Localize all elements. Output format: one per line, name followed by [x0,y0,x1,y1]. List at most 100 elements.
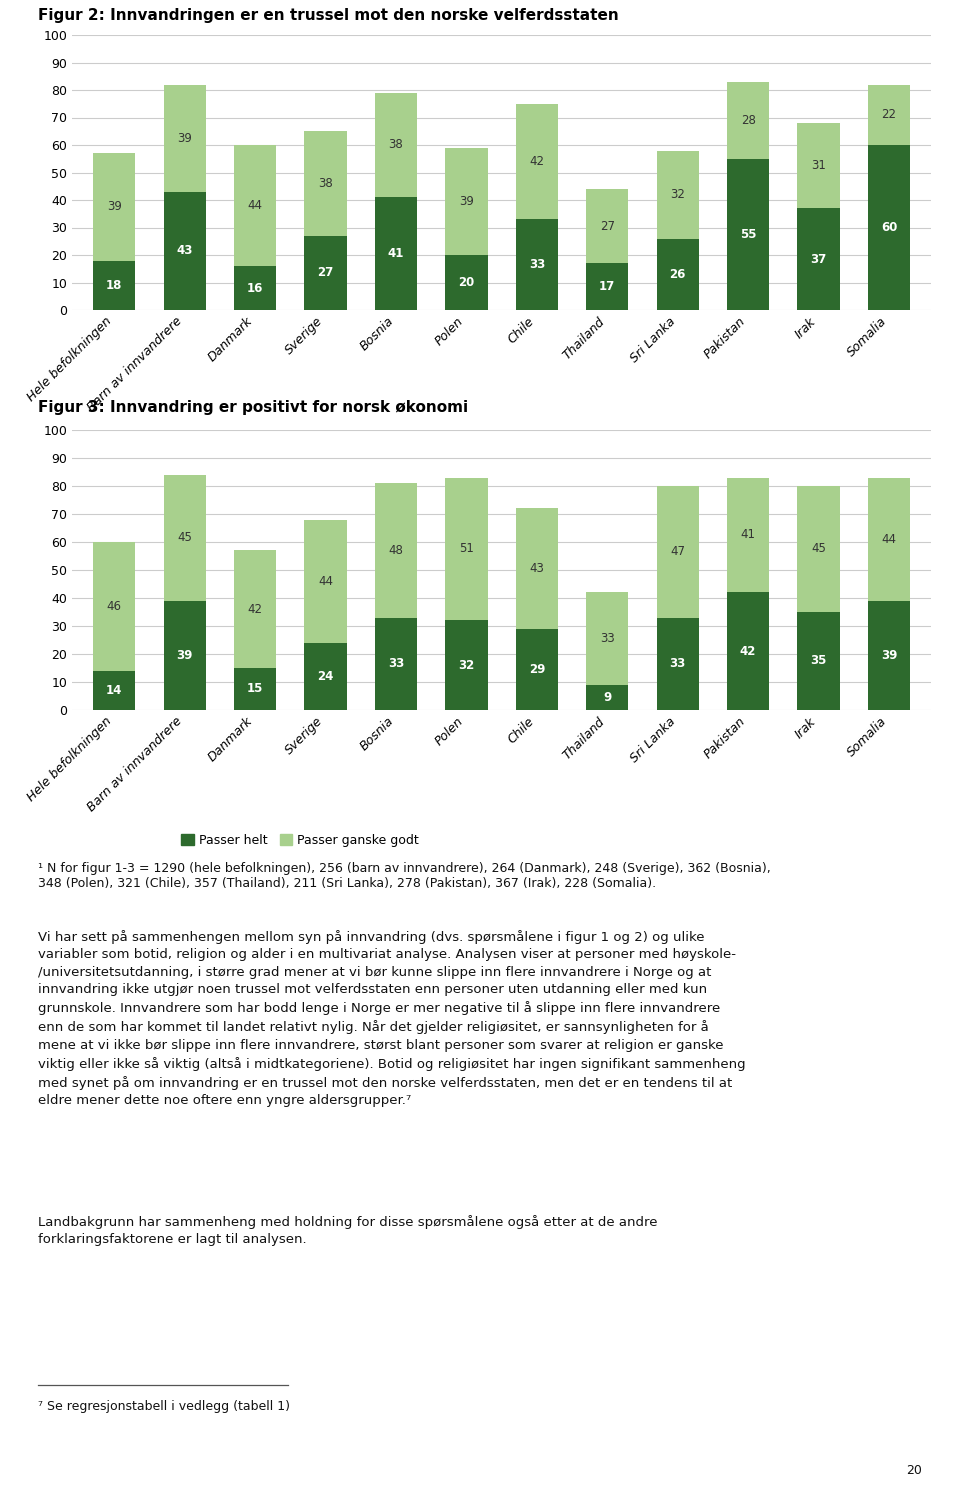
Bar [587,592,629,685]
Text: 33: 33 [388,658,404,670]
Text: 37: 37 [810,253,827,266]
Bar [374,617,417,710]
Text: 39: 39 [459,194,474,208]
Bar [727,477,769,592]
Text: 43: 43 [529,562,544,576]
Bar [657,617,699,710]
Text: 39: 39 [107,200,122,214]
Bar [868,85,910,145]
Text: 44: 44 [318,574,333,588]
Text: ⁷ Se regresjonstabell i vedlegg (tabell 1): ⁷ Se regresjonstabell i vedlegg (tabell … [38,1399,290,1413]
Bar [798,486,840,611]
Bar [587,685,629,710]
Text: Landbakgrunn har sammenheng med holdning for disse spørsmålene også etter at de : Landbakgrunn har sammenheng med holdning… [38,1215,658,1247]
Text: 33: 33 [669,658,685,670]
Text: 43: 43 [177,244,193,257]
Text: 44: 44 [248,199,263,212]
Bar [163,85,205,191]
Bar [304,236,347,309]
Bar [93,260,135,309]
Text: 22: 22 [881,108,897,121]
Text: 32: 32 [670,188,685,200]
Text: Figur 2: Innvandringen er en trussel mot den norske velferdsstaten: Figur 2: Innvandringen er en trussel mot… [38,7,619,22]
Text: 17: 17 [599,280,615,293]
Text: 38: 38 [318,176,333,190]
Text: 45: 45 [178,531,192,544]
Bar [587,263,629,309]
Text: 46: 46 [107,599,122,613]
Text: 39: 39 [178,132,192,145]
Bar [868,601,910,710]
Bar [374,93,417,197]
Bar [163,601,205,710]
Bar [657,486,699,617]
Text: 20: 20 [458,277,474,289]
Bar [234,668,276,710]
Text: 42: 42 [248,602,263,616]
Bar [93,671,135,710]
Text: 51: 51 [459,543,474,556]
Text: 31: 31 [811,158,826,172]
Bar [445,148,488,256]
Text: 26: 26 [669,268,685,281]
Text: 41: 41 [740,529,756,541]
Bar [868,477,910,601]
Bar [516,508,558,629]
Bar [727,158,769,309]
Bar [93,154,135,260]
Text: 39: 39 [880,649,898,662]
Bar [234,266,276,309]
Text: 45: 45 [811,543,826,556]
Text: 20: 20 [905,1464,922,1477]
Legend: Passer helt, Passer ganske godt: Passer helt, Passer ganske godt [181,834,420,846]
Bar [304,132,347,236]
Bar [374,197,417,309]
Bar [163,475,205,601]
Text: 16: 16 [247,281,263,295]
Bar [798,208,840,309]
Text: 39: 39 [177,649,193,662]
Bar [445,256,488,309]
Bar [445,477,488,620]
Text: 27: 27 [318,266,334,280]
Text: 32: 32 [458,659,474,671]
Text: 29: 29 [529,662,545,676]
Text: 14: 14 [106,683,123,697]
Bar [727,592,769,710]
Text: 41: 41 [388,247,404,260]
Text: 27: 27 [600,220,614,233]
Text: 42: 42 [740,644,756,658]
Text: 42: 42 [529,155,544,167]
Bar [657,239,699,309]
Bar [868,145,910,309]
Bar [234,550,276,668]
Bar [93,543,135,671]
Bar [163,191,205,309]
Bar [374,483,417,617]
Legend: Passer ikke i det hele tatt, Passer ganske dårlig: Passer ikke i det hele tatt, Passer gans… [181,432,517,446]
Bar [657,151,699,239]
Text: 33: 33 [600,632,614,646]
Text: ¹ N for figur 1-3 = 1290 (hele befolkningen), 256 (barn av innvandrere), 264 (Da: ¹ N for figur 1-3 = 1290 (hele befolknin… [38,863,771,890]
Text: 15: 15 [247,683,263,695]
Bar [798,123,840,208]
Bar [798,611,840,710]
Text: 55: 55 [740,227,756,241]
Text: 18: 18 [106,278,123,292]
Text: 60: 60 [880,221,898,235]
Bar [516,103,558,220]
Text: 33: 33 [529,259,545,271]
Bar [727,82,769,158]
Text: 38: 38 [389,139,403,151]
Text: 44: 44 [881,532,897,546]
Text: 9: 9 [603,691,612,704]
Bar [516,220,558,309]
Bar [304,520,347,643]
Text: 28: 28 [741,114,756,127]
Bar [234,145,276,266]
Bar [445,620,488,710]
Bar [304,643,347,710]
Bar [587,188,629,263]
Text: Figur 3: Innvandring er positivt for norsk økonomi: Figur 3: Innvandring er positivt for nor… [38,401,468,416]
Text: 48: 48 [389,544,403,558]
